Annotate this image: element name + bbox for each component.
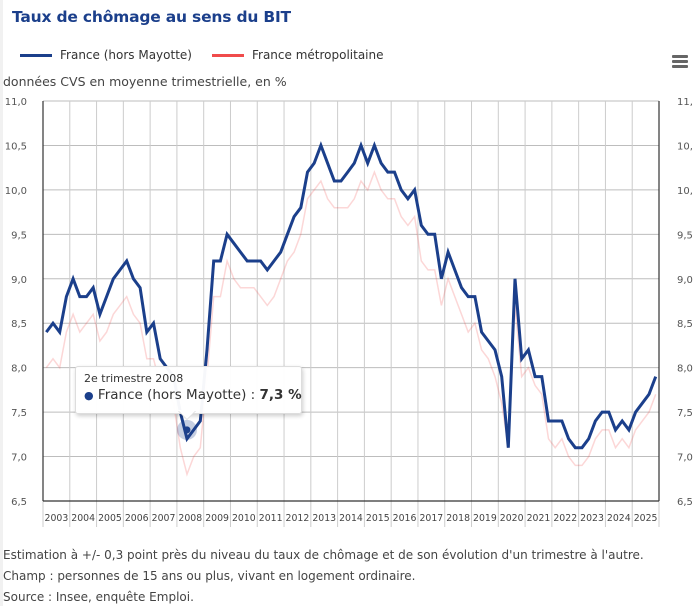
y-tick-label-left: 7,0 bbox=[11, 453, 27, 464]
y-tick-label-right: 8,5 bbox=[677, 319, 693, 330]
tooltip-series-name: France (hors Mayotte) bbox=[98, 387, 246, 403]
x-tick-label: 2011 bbox=[259, 513, 283, 524]
x-tick-label: 2006 bbox=[125, 513, 149, 524]
x-tick-label: 2017 bbox=[419, 513, 443, 524]
tooltip-header: 2e trimestre 2008 bbox=[84, 372, 183, 385]
y-tick-label-right: 7,5 bbox=[677, 408, 693, 419]
x-tick-label: 2009 bbox=[205, 513, 229, 524]
y-tick-label-right: 7,0 bbox=[677, 453, 693, 464]
x-tick-label: 2024 bbox=[607, 513, 631, 524]
grid-lines bbox=[43, 101, 659, 527]
tooltip-series-dot-icon: ● bbox=[84, 389, 94, 402]
y-tick-label-right: 11,0 bbox=[677, 97, 693, 108]
y-tick-label-right: 9,5 bbox=[677, 230, 693, 241]
note-source: Source : Insee, enquête Emploi. bbox=[3, 587, 644, 608]
x-tick-label: 2016 bbox=[393, 513, 417, 524]
tooltip-value: 7,3 % bbox=[260, 387, 302, 403]
notes: Estimation à +/- 0,3 point près du nivea… bbox=[3, 545, 644, 608]
y-tick-label-right: 8,0 bbox=[677, 364, 693, 375]
y-tick-label-left: 11,0 bbox=[5, 97, 27, 108]
y-tick-label-left: 7,5 bbox=[11, 408, 27, 419]
x-tick-label: 2005 bbox=[98, 513, 122, 524]
x-tick-label: 2019 bbox=[473, 513, 497, 524]
x-tick-label: 2018 bbox=[446, 513, 470, 524]
x-tick-label: 2020 bbox=[500, 513, 524, 524]
y-tick-label-right: 10,0 bbox=[677, 186, 693, 197]
tooltip-separator: : bbox=[246, 387, 259, 403]
y-tick-label-left: 6,5 bbox=[11, 497, 27, 508]
y-tick-label-left: 10,5 bbox=[5, 141, 27, 152]
x-tick-label: 2022 bbox=[553, 513, 577, 524]
y-tick-label-left: 8,0 bbox=[11, 364, 27, 375]
y-tick-label-right: 10,5 bbox=[677, 141, 693, 152]
y-tick-label-right: 6,5 bbox=[677, 497, 693, 508]
y-axis-left: 6,5 7,0 7,5 8,0 8,5 9,0 9,5 10,0 10,5 11,0 bbox=[5, 97, 27, 508]
note-champ: Champ : personnes de 15 ans ou plus, viv… bbox=[3, 566, 644, 587]
y-axis-right: 6,5 7,0 7,5 8,0 8,5 9,0 9,5 10,0 10,5 11,0 bbox=[677, 97, 693, 508]
tooltip-body: ● France (hors Mayotte) : 7,3 % bbox=[84, 387, 302, 403]
x-tick-label: 2013 bbox=[312, 513, 336, 524]
x-tick-label: 2023 bbox=[580, 513, 604, 524]
note-estimation: Estimation à +/- 0,3 point près du nivea… bbox=[3, 545, 644, 566]
y-tick-label-left: 9,0 bbox=[11, 275, 27, 286]
y-tick-label-left: 10,0 bbox=[5, 186, 27, 197]
x-tick-label: 2008 bbox=[178, 513, 202, 524]
x-tick-label: 2025 bbox=[634, 513, 658, 524]
highlight-marker bbox=[177, 420, 197, 440]
x-tick-label: 2003 bbox=[45, 513, 69, 524]
line-chart: 6,5 7,0 7,5 8,0 8,5 9,0 9,5 10,0 10,5 11,0 6,5 7,0… bbox=[0, 0, 693, 545]
y-tick-label-left: 9,5 bbox=[11, 230, 27, 241]
tooltip-arrow bbox=[178, 410, 196, 419]
x-tick-label: 2004 bbox=[71, 513, 95, 524]
x-tick-label: 2012 bbox=[286, 513, 310, 524]
x-tick-label: 2010 bbox=[232, 513, 256, 524]
y-tick-label-right: 9,0 bbox=[677, 275, 693, 286]
x-tick-label: 2014 bbox=[339, 513, 363, 524]
y-tick-label-left: 8,5 bbox=[11, 319, 27, 330]
highlight-point bbox=[183, 426, 190, 433]
x-tick-label: 2007 bbox=[152, 513, 176, 524]
x-tick-label: 2021 bbox=[527, 513, 551, 524]
tooltip: 2e trimestre 2008 ● France (hors Mayotte… bbox=[75, 366, 302, 414]
x-tick-label: 2015 bbox=[366, 513, 390, 524]
